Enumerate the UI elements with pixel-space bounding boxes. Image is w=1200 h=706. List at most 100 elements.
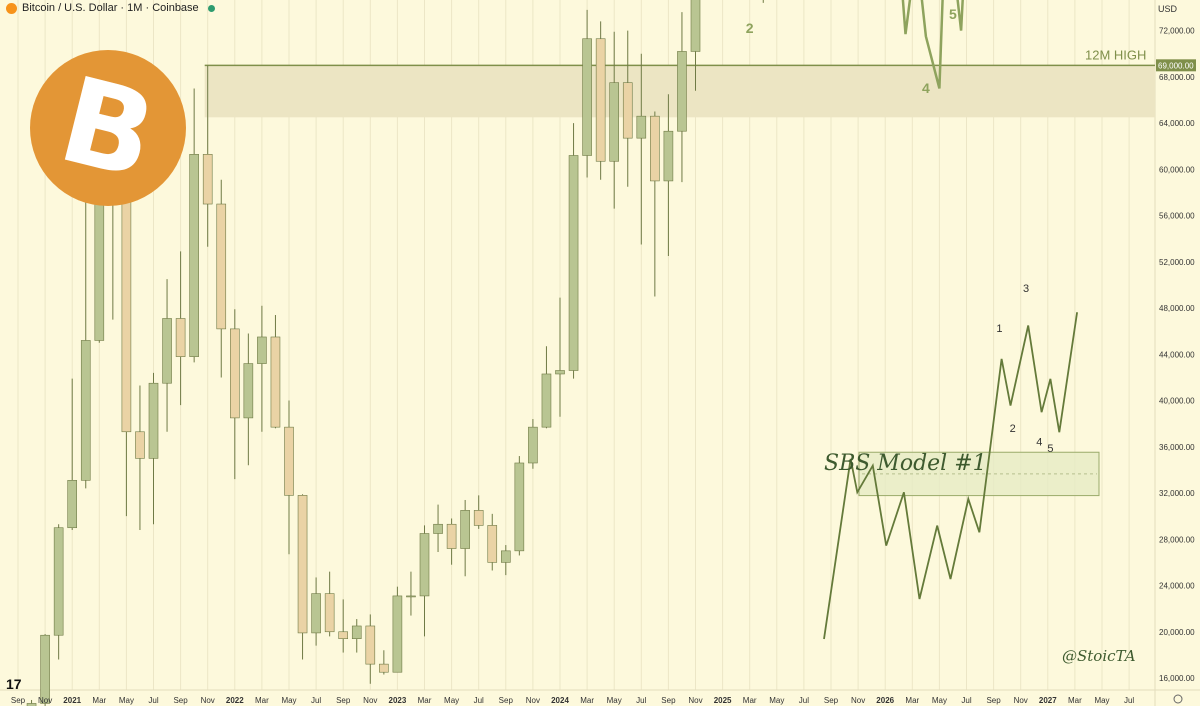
- candle-up: [419, 533, 430, 597]
- level-name-label: 12M HIGH: [1085, 47, 1146, 62]
- settings-gear-icon: [1173, 694, 1183, 704]
- x-tick-label: May: [769, 696, 784, 705]
- symbol-title: Bitcoin / U.S. Dollar · 1M · Coinbase: [22, 2, 199, 14]
- candle-down: [379, 663, 389, 673]
- candle-down: [487, 525, 498, 563]
- candle-up: [148, 382, 159, 459]
- candle-down: [365, 625, 376, 665]
- candle-up: [609, 82, 620, 162]
- model-wave-label: 3: [1023, 283, 1029, 295]
- x-tick-label: Jul: [311, 696, 321, 705]
- x-tick-label: Mar: [255, 696, 269, 705]
- y-tick-label: 28,000.00: [1159, 535, 1195, 544]
- candle-up: [162, 318, 172, 384]
- candle-up: [514, 462, 525, 552]
- x-tick-label: Jul: [474, 696, 484, 705]
- candle-up: [67, 480, 77, 529]
- y-tick-label: 72,000.00: [1159, 27, 1195, 36]
- model-wave-label: 2: [1010, 423, 1016, 435]
- x-tick-label: Nov: [526, 696, 540, 705]
- x-tick-label: Sep: [173, 696, 188, 705]
- model-wave-label: 1: [996, 323, 1002, 335]
- bitcoin-icon: [6, 2, 17, 14]
- market-status-icon: [207, 4, 215, 12]
- y-tick-label: 64,000.00: [1159, 119, 1195, 128]
- candle-up: [53, 527, 64, 636]
- model-path-line: [823, 312, 1078, 640]
- candle-up: [94, 182, 105, 341]
- candle-up: [500, 550, 511, 563]
- x-tick-label: Mar: [92, 696, 106, 705]
- x-tick-label: 2026: [876, 696, 894, 705]
- x-tick-label: Sep: [336, 696, 351, 705]
- x-tick-label: Jul: [1124, 696, 1134, 705]
- candle-up: [460, 510, 470, 549]
- wave-label: 4: [922, 80, 930, 96]
- model-wave-label: 4: [1036, 437, 1042, 449]
- y-tick-label: 48,000.00: [1159, 304, 1195, 313]
- candle-down: [338, 631, 349, 639]
- candle-down: [135, 431, 145, 459]
- bitcoin-logo-icon: B: [30, 50, 186, 206]
- x-tick-label: Sep: [499, 696, 514, 705]
- candle-up: [189, 154, 199, 357]
- candle-down: [473, 510, 484, 526]
- candle-up: [555, 370, 565, 375]
- wave-label: 2: [746, 20, 754, 36]
- candle-up: [26, 703, 37, 706]
- candle-down: [595, 38, 606, 162]
- candle-up: [392, 595, 403, 673]
- bitcoin-logo-glyph: B: [47, 50, 169, 206]
- y-tick-label: 56,000.00: [1159, 212, 1195, 221]
- x-tick-label: May: [607, 696, 622, 705]
- candle-up: [311, 593, 321, 634]
- x-tick-label: 2024: [551, 696, 569, 705]
- wave-label: 5: [949, 6, 957, 22]
- tradingview-logo-icon[interactable]: 17: [6, 676, 22, 692]
- x-tick-label: Sep: [661, 696, 676, 705]
- candle-down: [622, 82, 633, 139]
- x-tick-label: May: [932, 696, 947, 705]
- y-tick-label: 36,000.00: [1159, 443, 1195, 452]
- x-tick-label: May: [1094, 696, 1109, 705]
- x-tick-label: 2022: [226, 696, 244, 705]
- level-price-tag: [1156, 59, 1196, 72]
- candle-up: [677, 51, 687, 132]
- symbol-header[interactable]: Bitcoin / U.S. Dollar · 1M · Coinbase: [6, 2, 215, 14]
- candle-up: [528, 426, 538, 464]
- candle-up: [568, 155, 579, 371]
- candle-up: [351, 625, 362, 639]
- candle-up: [541, 373, 552, 428]
- candle-down: [650, 115, 660, 182]
- candle-down: [284, 426, 294, 496]
- candle-down: [175, 318, 186, 357]
- candle-up: [257, 336, 267, 364]
- x-tick-label: Mar: [1068, 696, 1082, 705]
- candle-down: [324, 593, 335, 633]
- x-tick-label: 2025: [714, 696, 732, 705]
- x-tick-label: Jul: [148, 696, 158, 705]
- model-title: SBS Model #1: [824, 451, 987, 476]
- x-tick-label: Mar: [905, 696, 919, 705]
- currency-label[interactable]: USD: [1158, 4, 1178, 14]
- y-tick-label: 40,000.00: [1159, 397, 1195, 406]
- y-tick-label: 52,000.00: [1159, 258, 1195, 267]
- candle-up: [243, 363, 254, 419]
- x-tick-label: Nov: [1014, 696, 1028, 705]
- x-tick-label: May: [444, 696, 459, 705]
- candle-down: [270, 336, 281, 428]
- candle-up: [636, 115, 647, 139]
- x-tick-label: Mar: [743, 696, 757, 705]
- candle-up: [40, 634, 50, 704]
- signature-label: @StoicTA: [1062, 647, 1136, 665]
- y-tick-label: 32,000.00: [1159, 489, 1195, 498]
- x-tick-label: Nov: [363, 696, 377, 705]
- candle-up: [406, 595, 416, 598]
- x-tick-label: Sep: [986, 696, 1001, 705]
- y-tick-label: 16,000.00: [1159, 674, 1195, 683]
- model-wave-label: 5: [1047, 443, 1053, 455]
- x-tick-label: Jul: [799, 696, 809, 705]
- candle-down: [297, 495, 308, 634]
- x-tick-label: 2023: [389, 696, 407, 705]
